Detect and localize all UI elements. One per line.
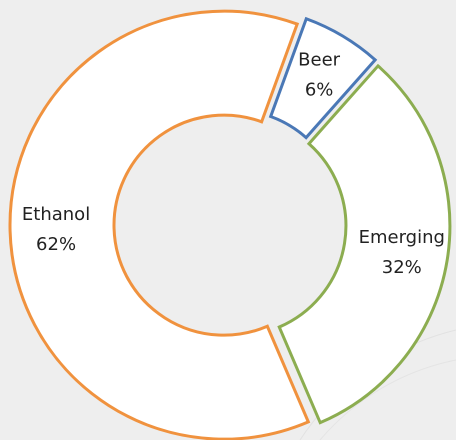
slice-value: 6% — [305, 80, 334, 101]
slice-label: Emerging — [359, 227, 445, 248]
donut-slice — [8, 9, 311, 440]
slice-label: Beer — [298, 50, 340, 71]
decor-arc — [319, 359, 456, 440]
donut-slice — [268, 16, 378, 140]
slice-label: Ethanol — [22, 204, 90, 225]
donut-slice — [277, 63, 452, 425]
slice-value: 62% — [36, 234, 76, 255]
slice-value: 32% — [382, 257, 422, 278]
